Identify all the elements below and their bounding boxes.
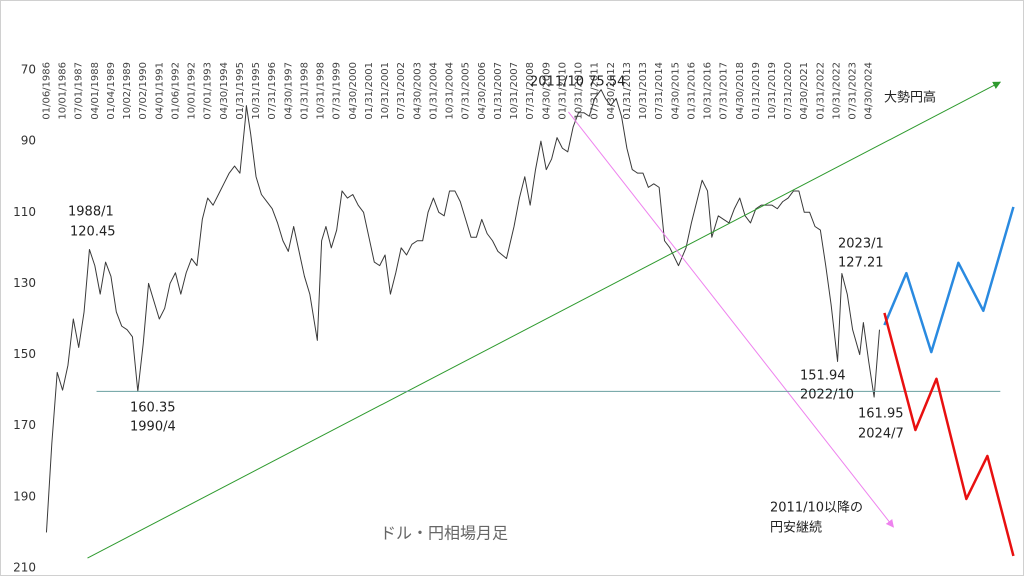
x-tick-label: 07/31/2002 bbox=[396, 62, 407, 120]
x-tick-label: 07/01/1993 bbox=[203, 62, 214, 120]
x-tick-label: 04/30/2024 bbox=[864, 62, 875, 120]
x-tick-label: 10/31/2016 bbox=[703, 62, 714, 120]
x-tick-label: 01/31/1998 bbox=[299, 62, 310, 120]
series-line bbox=[883, 312, 1015, 557]
annotation: 2022/10 bbox=[800, 388, 854, 403]
annotation: 151.94 bbox=[800, 369, 846, 384]
x-tick-label: 07/31/2023 bbox=[848, 62, 859, 120]
x-tick-label: 07/31/2017 bbox=[719, 62, 730, 120]
x-tick-label: 01/31/2022 bbox=[815, 62, 826, 120]
x-tick-label: 04/30/2009 bbox=[541, 62, 552, 120]
x-tick-label: 01/31/1995 bbox=[235, 62, 246, 120]
x-tick-label: 04/30/1997 bbox=[283, 62, 294, 120]
x-tick-label: 04/01/1988 bbox=[90, 62, 101, 120]
x-tick-label: 01/31/2010 bbox=[557, 62, 568, 120]
x-tick-label: 04/30/1994 bbox=[219, 62, 230, 120]
x-tick-label: 04/30/2000 bbox=[348, 62, 359, 120]
x-tick-label: 01/31/2019 bbox=[751, 62, 762, 120]
x-tick-label: 01/31/2013 bbox=[622, 62, 633, 120]
x-tick-label: 10/31/1995 bbox=[251, 62, 262, 120]
x-tick-label: 10/31/2007 bbox=[509, 62, 520, 120]
x-tick-label: 07/31/2011 bbox=[590, 62, 601, 120]
x-tick-label: 10/31/2019 bbox=[767, 62, 778, 120]
annotation: 2011/10 75.54 bbox=[530, 75, 625, 90]
x-tick-label: 10/01/1992 bbox=[187, 62, 198, 120]
x-tick-label: 01/31/2001 bbox=[364, 62, 375, 120]
series-line bbox=[568, 111, 894, 528]
x-tick-label: 07/31/2005 bbox=[461, 62, 472, 120]
x-tick-label: 04/01/1991 bbox=[154, 62, 165, 120]
y-tick-label: 210 bbox=[13, 561, 36, 575]
x-tick-label: 07/02/1990 bbox=[138, 62, 149, 120]
x-tick-label: 04/30/2018 bbox=[735, 62, 746, 120]
series-line bbox=[45, 89, 880, 533]
x-tick-label: 04/30/2006 bbox=[477, 62, 488, 120]
x-tick-label: 07/31/2014 bbox=[654, 62, 665, 120]
annotation: 2023/1 bbox=[838, 237, 884, 252]
x-tick-label: 07/31/1999 bbox=[332, 62, 343, 120]
x-tick-label: 01/31/2007 bbox=[493, 62, 504, 120]
x-tick-label: 10/31/2004 bbox=[445, 62, 456, 120]
y-tick-label: 130 bbox=[13, 276, 36, 290]
y-tick-label: 170 bbox=[13, 418, 36, 432]
annotation: 1988/1 bbox=[68, 205, 114, 220]
x-tick-label: 10/31/2010 bbox=[574, 62, 585, 120]
annotation: 1990/4 bbox=[130, 420, 176, 435]
annotation: 大勢円高 bbox=[884, 90, 936, 106]
annotation: 円安継続 bbox=[770, 521, 822, 536]
y-tick-label: 90 bbox=[21, 134, 36, 148]
x-tick-label: 01/06/1986 bbox=[41, 62, 52, 120]
x-tick-label: 01/04/1989 bbox=[106, 62, 117, 120]
x-tick-label: 07/31/2008 bbox=[525, 62, 536, 120]
x-tick-label: 07/31/2020 bbox=[783, 62, 794, 120]
x-tick-label: 10/31/2013 bbox=[638, 62, 649, 120]
annotation: ドル・円相場月足 bbox=[380, 524, 508, 543]
x-tick-label: 01/31/2004 bbox=[428, 62, 439, 120]
x-tick-label: 04/30/2012 bbox=[606, 62, 617, 120]
x-tick-label: 10/01/1986 bbox=[58, 62, 69, 120]
annotation: 120.45 bbox=[70, 225, 116, 240]
x-tick-label: 04/30/2015 bbox=[670, 62, 681, 120]
annotation: 127.21 bbox=[838, 256, 884, 271]
y-tick-label: 190 bbox=[13, 489, 36, 503]
x-tick-label: 10/02/1989 bbox=[122, 62, 133, 120]
x-tick-label: 04/30/2003 bbox=[412, 62, 423, 120]
x-tick-label: 10/31/2022 bbox=[831, 62, 842, 120]
y-tick-label: 150 bbox=[13, 347, 36, 361]
series-line bbox=[883, 206, 1015, 354]
annotation: 2011/10以降の bbox=[770, 501, 863, 516]
annotation: 160.35 bbox=[130, 401, 176, 416]
x-tick-label: 04/30/2021 bbox=[799, 62, 810, 120]
x-tick-label: 01/31/2016 bbox=[686, 62, 697, 120]
x-tick-label: 10/31/2001 bbox=[380, 62, 391, 120]
annotation: 2024/7 bbox=[858, 427, 904, 442]
y-tick-label: 110 bbox=[13, 205, 36, 219]
x-tick-label: 10/31/1998 bbox=[316, 62, 327, 120]
series-line bbox=[87, 81, 1002, 559]
x-tick-label: 07/01/1987 bbox=[74, 62, 85, 120]
annotation: 161.95 bbox=[858, 407, 904, 422]
x-tick-label: 07/31/1996 bbox=[267, 62, 278, 120]
x-tick-label: 01/06/1992 bbox=[170, 62, 181, 120]
y-tick-label: 70 bbox=[21, 63, 36, 77]
